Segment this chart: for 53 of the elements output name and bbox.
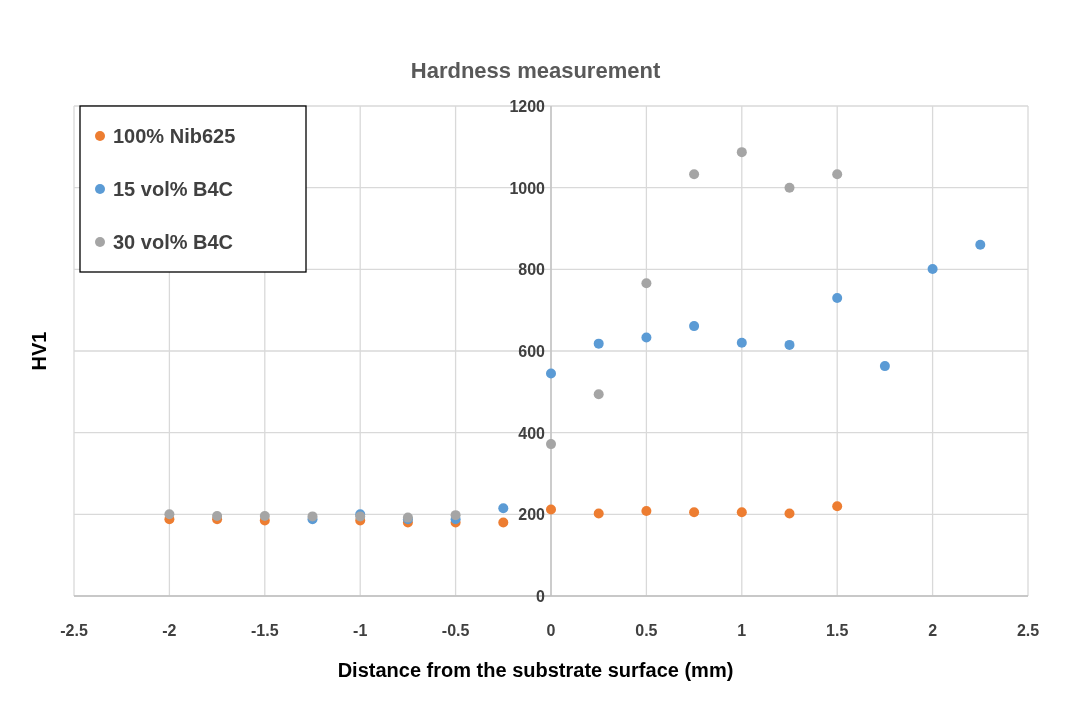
point <box>498 503 509 514</box>
chart-title: Hardness measurement <box>410 58 661 83</box>
point <box>593 508 604 519</box>
point <box>784 182 795 193</box>
point <box>879 361 890 372</box>
point <box>641 332 652 343</box>
point <box>975 239 986 250</box>
y-tick-label: 1200 <box>509 98 546 115</box>
x-axis-title: Distance from the substrate surface (mm) <box>337 659 734 681</box>
x-tick-label: -1 <box>353 622 368 639</box>
point <box>689 321 700 332</box>
y-tick-label: 200 <box>518 506 546 524</box>
y-tick-label: 0 <box>536 588 546 605</box>
y-tick-label: 400 <box>518 424 546 442</box>
point <box>784 508 795 519</box>
point <box>832 169 843 180</box>
x-tick-label: -2 <box>162 622 177 639</box>
point <box>259 510 270 521</box>
point <box>689 507 700 518</box>
point <box>736 507 747 518</box>
x-tick-label: 2.5 <box>1016 622 1040 639</box>
x-tick-label: 2 <box>928 622 938 639</box>
point <box>164 509 175 520</box>
point <box>593 338 604 349</box>
point <box>927 263 938 274</box>
point <box>689 169 700 180</box>
point <box>641 278 652 289</box>
point <box>641 506 652 517</box>
point <box>450 510 461 521</box>
point <box>546 439 556 450</box>
x-tick-label: 0.5 <box>635 622 658 639</box>
x-tick-label: 1.5 <box>826 622 849 639</box>
x-tick-label: 1 <box>737 622 747 639</box>
point <box>212 510 223 521</box>
point <box>593 389 604 400</box>
point <box>784 339 795 350</box>
point <box>736 147 747 158</box>
point <box>832 501 843 512</box>
point <box>546 368 556 379</box>
point <box>546 504 556 515</box>
y-axis-title: HV1 <box>28 331 50 371</box>
x-tick-label: -2.5 <box>60 622 88 639</box>
y-tick-label: 1000 <box>509 179 546 197</box>
point <box>498 517 509 528</box>
point <box>832 292 843 303</box>
legend-label: 100% Nib625 <box>113 125 236 147</box>
x-tick-label: -1.5 <box>251 622 279 639</box>
x-tick-label: -0.5 <box>441 622 470 639</box>
legend-label: 15 vol% B4C <box>113 178 234 200</box>
y-tick-label: 600 <box>518 343 546 360</box>
legend-label: 30 vol% B4C <box>113 231 234 253</box>
y-tick-label: 800 <box>518 261 546 279</box>
point <box>736 337 747 348</box>
